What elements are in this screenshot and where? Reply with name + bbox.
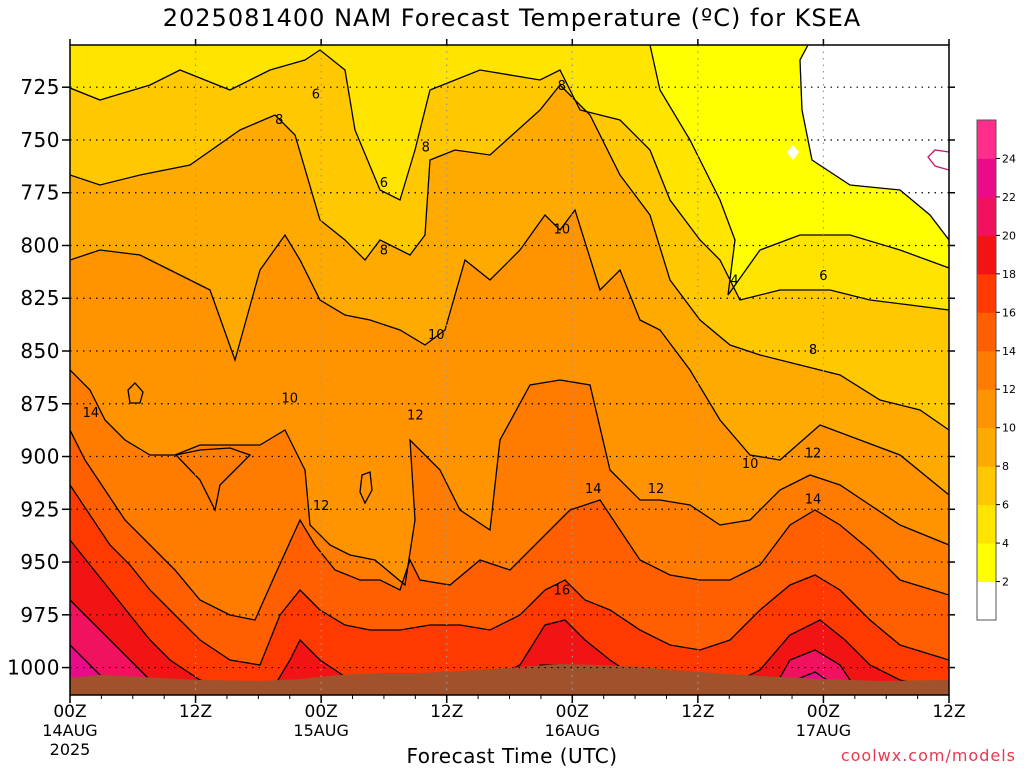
grid-lines: [70, 45, 949, 695]
colorbar-frame: [976, 119, 997, 621]
y-tick-label: 775: [20, 181, 60, 205]
colorbar-label: 18: [1002, 268, 1016, 281]
colorbar-label: 16: [1002, 306, 1016, 319]
y-axis: 725 750 775 800 825 850 875 900 925 950 975 1000: [7, 75, 955, 680]
contour-label: 10: [742, 457, 759, 472]
contour-label: 8: [422, 140, 430, 155]
contour-12: [70, 369, 949, 587]
colorbar-label: 14: [1002, 345, 1016, 358]
contour-small-loop-2: [359, 471, 373, 505]
contour-label: 12: [648, 482, 665, 497]
x-tick-date: 15AUG: [293, 721, 348, 740]
colorbar-swatch: [977, 196, 996, 236]
contour-label: 6: [380, 176, 388, 191]
contour-10: [70, 208, 949, 496]
contour-small-loop: [127, 382, 144, 404]
contour-label: 8: [558, 79, 566, 94]
contour-16: [70, 484, 949, 666]
colorbar-label: 8: [1002, 460, 1009, 473]
contour-magenta-arc: [927, 149, 949, 171]
y-tick-label: 825: [20, 286, 60, 310]
contour-label: 14: [805, 493, 822, 508]
colorbar-swatch: [977, 504, 996, 544]
colorbar-label: 22: [1002, 191, 1016, 204]
colorbar-swatch: [977, 312, 996, 352]
colorbar-label: 10: [1002, 422, 1016, 435]
y-tick-label: 725: [20, 75, 60, 99]
x-tick-year: 2025: [50, 740, 91, 759]
y-tick-label: 925: [20, 497, 60, 521]
colorbar-label: 24: [1002, 152, 1016, 165]
x-tick-date: 17AUG: [796, 721, 851, 740]
y-tick-label: 1000: [7, 656, 60, 680]
contour-4: [649, 45, 949, 296]
colorbar-swatch: [977, 427, 996, 467]
terrain: [70, 664, 949, 695]
contour-8: [70, 84, 949, 431]
y-tick-label: 900: [20, 445, 60, 469]
colorbar-label: 4: [1002, 537, 1009, 550]
contour-label: 16: [554, 583, 571, 598]
colorbar-label: 12: [1002, 383, 1016, 396]
colorbar-swatch: [977, 389, 996, 429]
contour-label: 8: [380, 244, 388, 259]
contour-label: 6: [819, 269, 827, 284]
y-tick-label: 750: [20, 128, 60, 152]
contour-label: 14: [585, 482, 602, 497]
contour-label: 10: [428, 328, 445, 343]
contour-label: 12: [313, 499, 330, 514]
y-tick-label: 875: [20, 392, 60, 416]
contour-2: [799, 45, 949, 241]
credit-link[interactable]: coolwx.com/models: [840, 746, 1016, 765]
contour-label: 10: [554, 223, 571, 238]
contour-label: 6: [312, 88, 320, 103]
contour-label: 10: [281, 391, 298, 406]
plot-area: [70, 45, 949, 695]
contour-label: 8: [809, 343, 817, 358]
colorbar-swatch: [977, 543, 996, 583]
colorbar-swatch: [977, 158, 996, 198]
x-tick-label: 12Z: [681, 702, 714, 722]
x-tick-label: 12Z: [430, 702, 463, 722]
x-tick-label: 12Z: [932, 702, 965, 722]
contour-small-loop-3: [174, 447, 252, 512]
x-tick-label: 00Z: [305, 702, 338, 722]
contour-label: 4: [730, 273, 738, 288]
x-tick-label: 00Z: [807, 702, 840, 722]
colorbar-label: 6: [1002, 499, 1009, 512]
y-tick-label: 975: [20, 603, 60, 627]
chart-title: 2025081400 NAM Forecast Temperature (ºC)…: [162, 4, 862, 32]
colorbar-swatch: [977, 235, 996, 275]
x-tick-date: 16AUG: [545, 721, 600, 740]
contour-label: 12: [805, 446, 822, 461]
y-tick-label: 850: [20, 339, 60, 363]
y-tick-label: 950: [20, 550, 60, 574]
colorbar-swatch: [977, 273, 996, 313]
x-tick-label: 12Z: [179, 702, 212, 722]
band-16-18: [70, 485, 949, 695]
x-tick-date: 14AUG: [42, 721, 97, 740]
x-tick-label: 00Z: [556, 702, 589, 722]
colorbar-swatch: [977, 581, 996, 621]
colorbar-swatch: [977, 120, 996, 159]
x-tick-label: 00Z: [53, 702, 86, 722]
contour-label: 14: [83, 406, 100, 421]
y-tick-label: 800: [20, 233, 60, 257]
contour-label: 8: [275, 113, 283, 128]
x-axis-label: Forecast Time (UTC): [406, 744, 618, 768]
contour-label: 12: [407, 408, 424, 423]
colorbar-swatch: [977, 350, 996, 390]
white-pocket: [787, 45, 949, 185]
contour-14: [70, 429, 949, 621]
colorbar-swatch: [977, 466, 996, 506]
contour-6: [70, 49, 949, 311]
contour-labels: 6 8 8 8 6 8 10 10 4 6 8 10 14 12 12 14 12 10 12 14 16: [83, 79, 828, 598]
colorbar-label: 20: [1002, 229, 1016, 242]
colorbar-label: 2: [1002, 576, 1009, 589]
